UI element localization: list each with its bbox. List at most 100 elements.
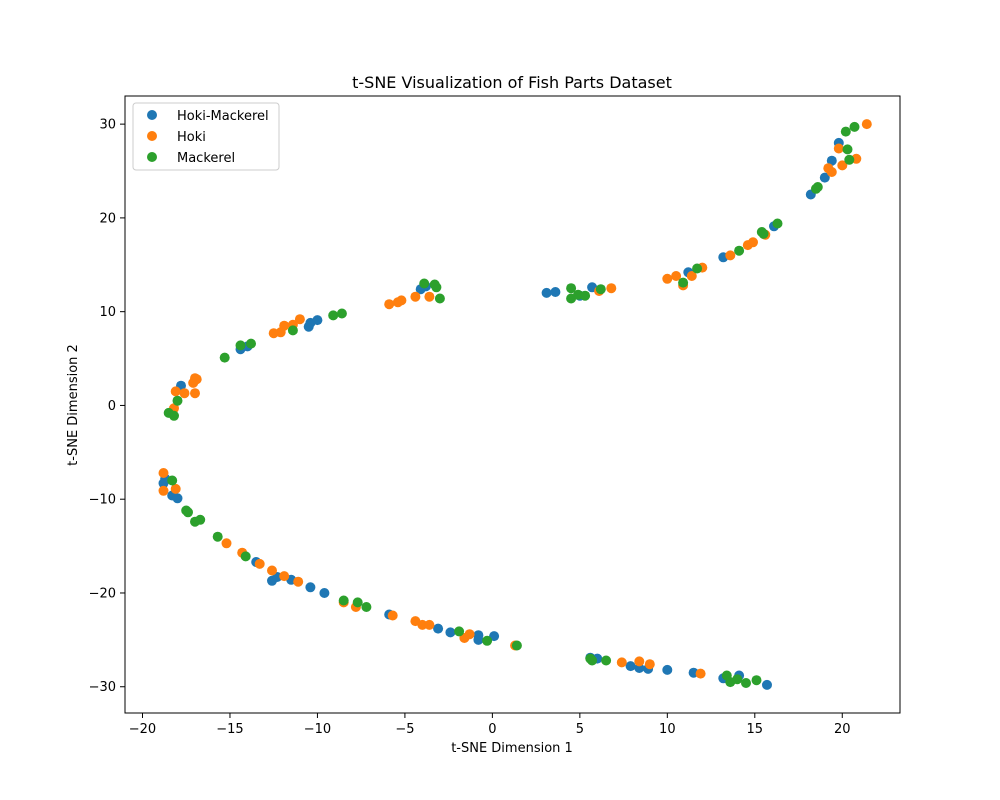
data-point-hoki-mackerel — [819, 172, 830, 183]
data-point-mackerel — [587, 655, 598, 666]
data-point-hoki-mackerel — [625, 661, 636, 672]
data-point-hoki — [221, 538, 232, 549]
data-point-hoki — [294, 314, 305, 325]
data-point-hoki — [279, 571, 290, 582]
data-point-mackerel — [678, 277, 689, 288]
legend-marker-mackerel — [147, 152, 157, 162]
data-point-hoki — [837, 160, 848, 171]
data-point-hoki — [725, 250, 736, 261]
data-point-hoki-mackerel — [550, 287, 561, 297]
data-point-hoki — [170, 386, 181, 397]
data-point-hoki-mackerel — [541, 287, 552, 298]
data-point-hoki — [634, 656, 645, 667]
data-point-hoki-mackerel — [662, 664, 673, 675]
data-point-mackerel — [338, 595, 349, 606]
data-point-mackerel — [734, 245, 745, 256]
data-point-mackerel — [601, 655, 612, 666]
data-point-mackerel — [844, 154, 855, 165]
data-point-mackerel — [240, 551, 251, 562]
data-point-mackerel — [172, 395, 183, 406]
data-point-mackerel — [758, 228, 769, 239]
data-point-mackerel — [246, 338, 256, 349]
x-tick-label: −10 — [304, 722, 331, 737]
data-point-hoki — [384, 299, 395, 310]
data-point-hoki — [396, 295, 407, 306]
data-point-hoki — [191, 374, 202, 385]
data-point-mackerel — [842, 144, 853, 155]
data-point-mackerel — [812, 182, 823, 192]
y-axis-label: t-SNE Dimension 2 — [66, 344, 81, 466]
legend-marker-hoki-mackerel — [147, 110, 157, 120]
data-point-mackerel — [482, 635, 493, 646]
data-point-hoki — [671, 271, 682, 281]
data-point-hoki — [686, 271, 697, 281]
x-tick-label: −5 — [395, 722, 414, 737]
plot-frame — [124, 95, 901, 714]
data-point-mackerel — [741, 678, 751, 688]
data-point-mackerel — [183, 507, 193, 518]
data-point-hoki-mackerel — [762, 679, 772, 690]
data-point-mackerel — [849, 121, 860, 132]
y-tick-label: 10 — [99, 305, 116, 320]
x-tick-label: 20 — [834, 722, 851, 737]
data-point-mackerel — [454, 626, 465, 637]
data-point-hoki — [254, 558, 265, 569]
data-point-mackerel — [840, 126, 851, 137]
data-point-hoki — [158, 468, 169, 478]
data-point-hoki — [387, 610, 398, 621]
data-point-hoki — [748, 237, 758, 248]
y-tick-label: −30 — [89, 680, 116, 695]
x-tick-label: −20 — [129, 722, 156, 737]
data-point-mackerel — [434, 293, 445, 304]
data-point-hoki — [293, 576, 304, 587]
data-point-hoki-mackerel — [445, 627, 456, 638]
legend-marker-hoki — [147, 131, 157, 141]
y-tick-label: 30 — [99, 118, 116, 133]
y-tick-label: −10 — [89, 493, 116, 508]
data-point-mackerel — [219, 352, 230, 363]
data-point-hoki — [179, 388, 190, 399]
data-point-hoki — [190, 388, 200, 399]
data-point-mackerel — [169, 410, 179, 421]
data-point-hoki-mackerel — [826, 155, 837, 166]
data-point-mackerel — [287, 325, 298, 336]
x-axis-label: t-SNE Dimension 1 — [451, 741, 573, 756]
data-point-hoki — [826, 167, 837, 177]
data-point-hoki — [662, 273, 673, 284]
data-point-hoki — [606, 283, 617, 294]
data-point-mackerel — [361, 602, 372, 612]
data-point-mackerel — [566, 283, 577, 294]
data-point-mackerel — [212, 531, 223, 542]
data-point-hoki-mackerel — [305, 582, 316, 593]
data-point-hoki-mackerel — [473, 634, 484, 645]
data-point-mackerel — [235, 340, 246, 351]
data-point-mackerel — [195, 514, 206, 525]
data-point-mackerel — [751, 675, 762, 686]
data-point-mackerel — [732, 674, 743, 685]
data-point-mackerel — [419, 278, 430, 289]
data-point-mackerel — [692, 263, 703, 274]
legend-label-hoki-mackerel: Hoki-Mackerel — [177, 109, 269, 124]
y-tick-label: −20 — [89, 586, 116, 601]
points-layer — [158, 119, 872, 690]
data-point-hoki — [644, 659, 655, 670]
data-point-mackerel — [511, 640, 522, 651]
data-point-mackerel — [328, 310, 339, 321]
data-point-hoki-mackerel — [489, 631, 500, 642]
legend: Hoki-Mackerel Hoki Mackerel — [132, 102, 280, 171]
data-point-hoki — [424, 291, 435, 302]
legend-box — [132, 102, 280, 171]
data-point-hoki — [861, 119, 872, 130]
data-point-hoki — [279, 320, 290, 331]
data-point-hoki — [158, 485, 169, 496]
y-axis-ticks: −30 −20 −10 0 10 20 30 — [89, 118, 125, 695]
data-point-mackerel — [336, 308, 347, 319]
data-point-hoki — [695, 668, 706, 679]
data-point-mackerel — [580, 290, 591, 301]
data-point-hoki — [170, 483, 181, 494]
data-point-hoki — [410, 291, 421, 302]
data-point-mackerel — [772, 218, 783, 229]
data-point-hoki — [267, 565, 277, 576]
data-point-mackerel — [352, 597, 363, 608]
